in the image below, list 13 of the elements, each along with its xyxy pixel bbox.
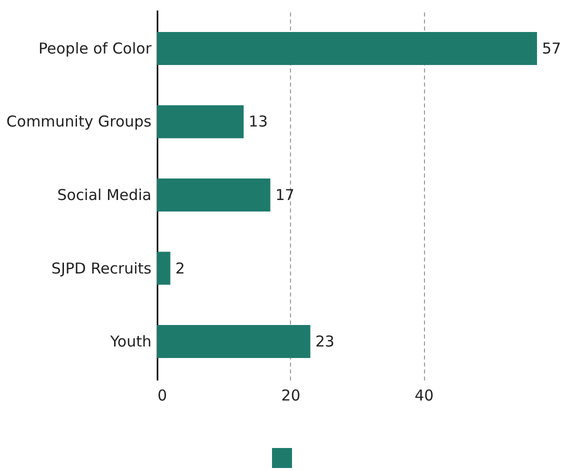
y-tick-label: Community Groups	[6, 112, 152, 131]
y-tick-label: SJPD Recruits	[51, 259, 152, 278]
data-label: 17	[275, 186, 294, 204]
y-tick-label: People of Color	[38, 39, 152, 58]
x-tick-label: 20	[281, 386, 300, 404]
data-label: 23	[315, 332, 334, 351]
data-label: 57	[542, 39, 562, 58]
data-label: 2	[175, 259, 185, 278]
x-tick-label: 0	[158, 386, 168, 404]
y-tick-label: Social Media	[57, 186, 152, 204]
x-tick-label: 40	[414, 386, 434, 404]
y-tick-label: Youth	[109, 332, 152, 351]
data-label: 13	[248, 112, 268, 131]
